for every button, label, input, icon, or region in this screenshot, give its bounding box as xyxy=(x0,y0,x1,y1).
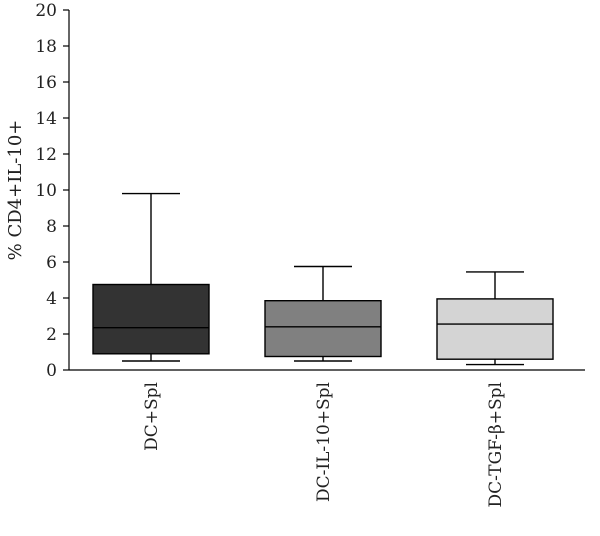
box-iqr xyxy=(264,300,382,358)
y-tick-label: 16 xyxy=(35,73,57,93)
box-group xyxy=(436,271,554,366)
y-axis-title: % CD4+IL-10+ xyxy=(5,120,26,261)
y-tick-label: 20 xyxy=(35,1,57,21)
y-tick-label: 8 xyxy=(46,217,57,237)
y-tick-label: 2 xyxy=(46,325,57,345)
category-label: DC+Spl xyxy=(142,382,162,451)
box-iqr xyxy=(92,283,210,355)
y-tick-label: 4 xyxy=(46,289,57,309)
y-tick-label: 12 xyxy=(35,145,57,165)
category-label: DC-TGF-β+Spl xyxy=(486,382,506,508)
box-iqr xyxy=(436,298,554,360)
y-tick-label: 18 xyxy=(35,37,57,57)
category-labels: DC+Spl DC-IL-10+Spl DC-TGF-β+Spl xyxy=(142,382,506,508)
y-ticks: 0 2 4 6 8 10 12 14 16 18 20 xyxy=(35,1,69,381)
y-tick-label: 10 xyxy=(35,181,57,201)
y-tick-label: 6 xyxy=(46,253,57,273)
boxes xyxy=(92,192,554,366)
box-group xyxy=(92,192,210,362)
category-label: DC-IL-10+Spl xyxy=(314,382,334,502)
box-group xyxy=(264,265,382,362)
y-tick-label: 14 xyxy=(35,109,57,129)
y-tick-label: 0 xyxy=(46,361,57,381)
